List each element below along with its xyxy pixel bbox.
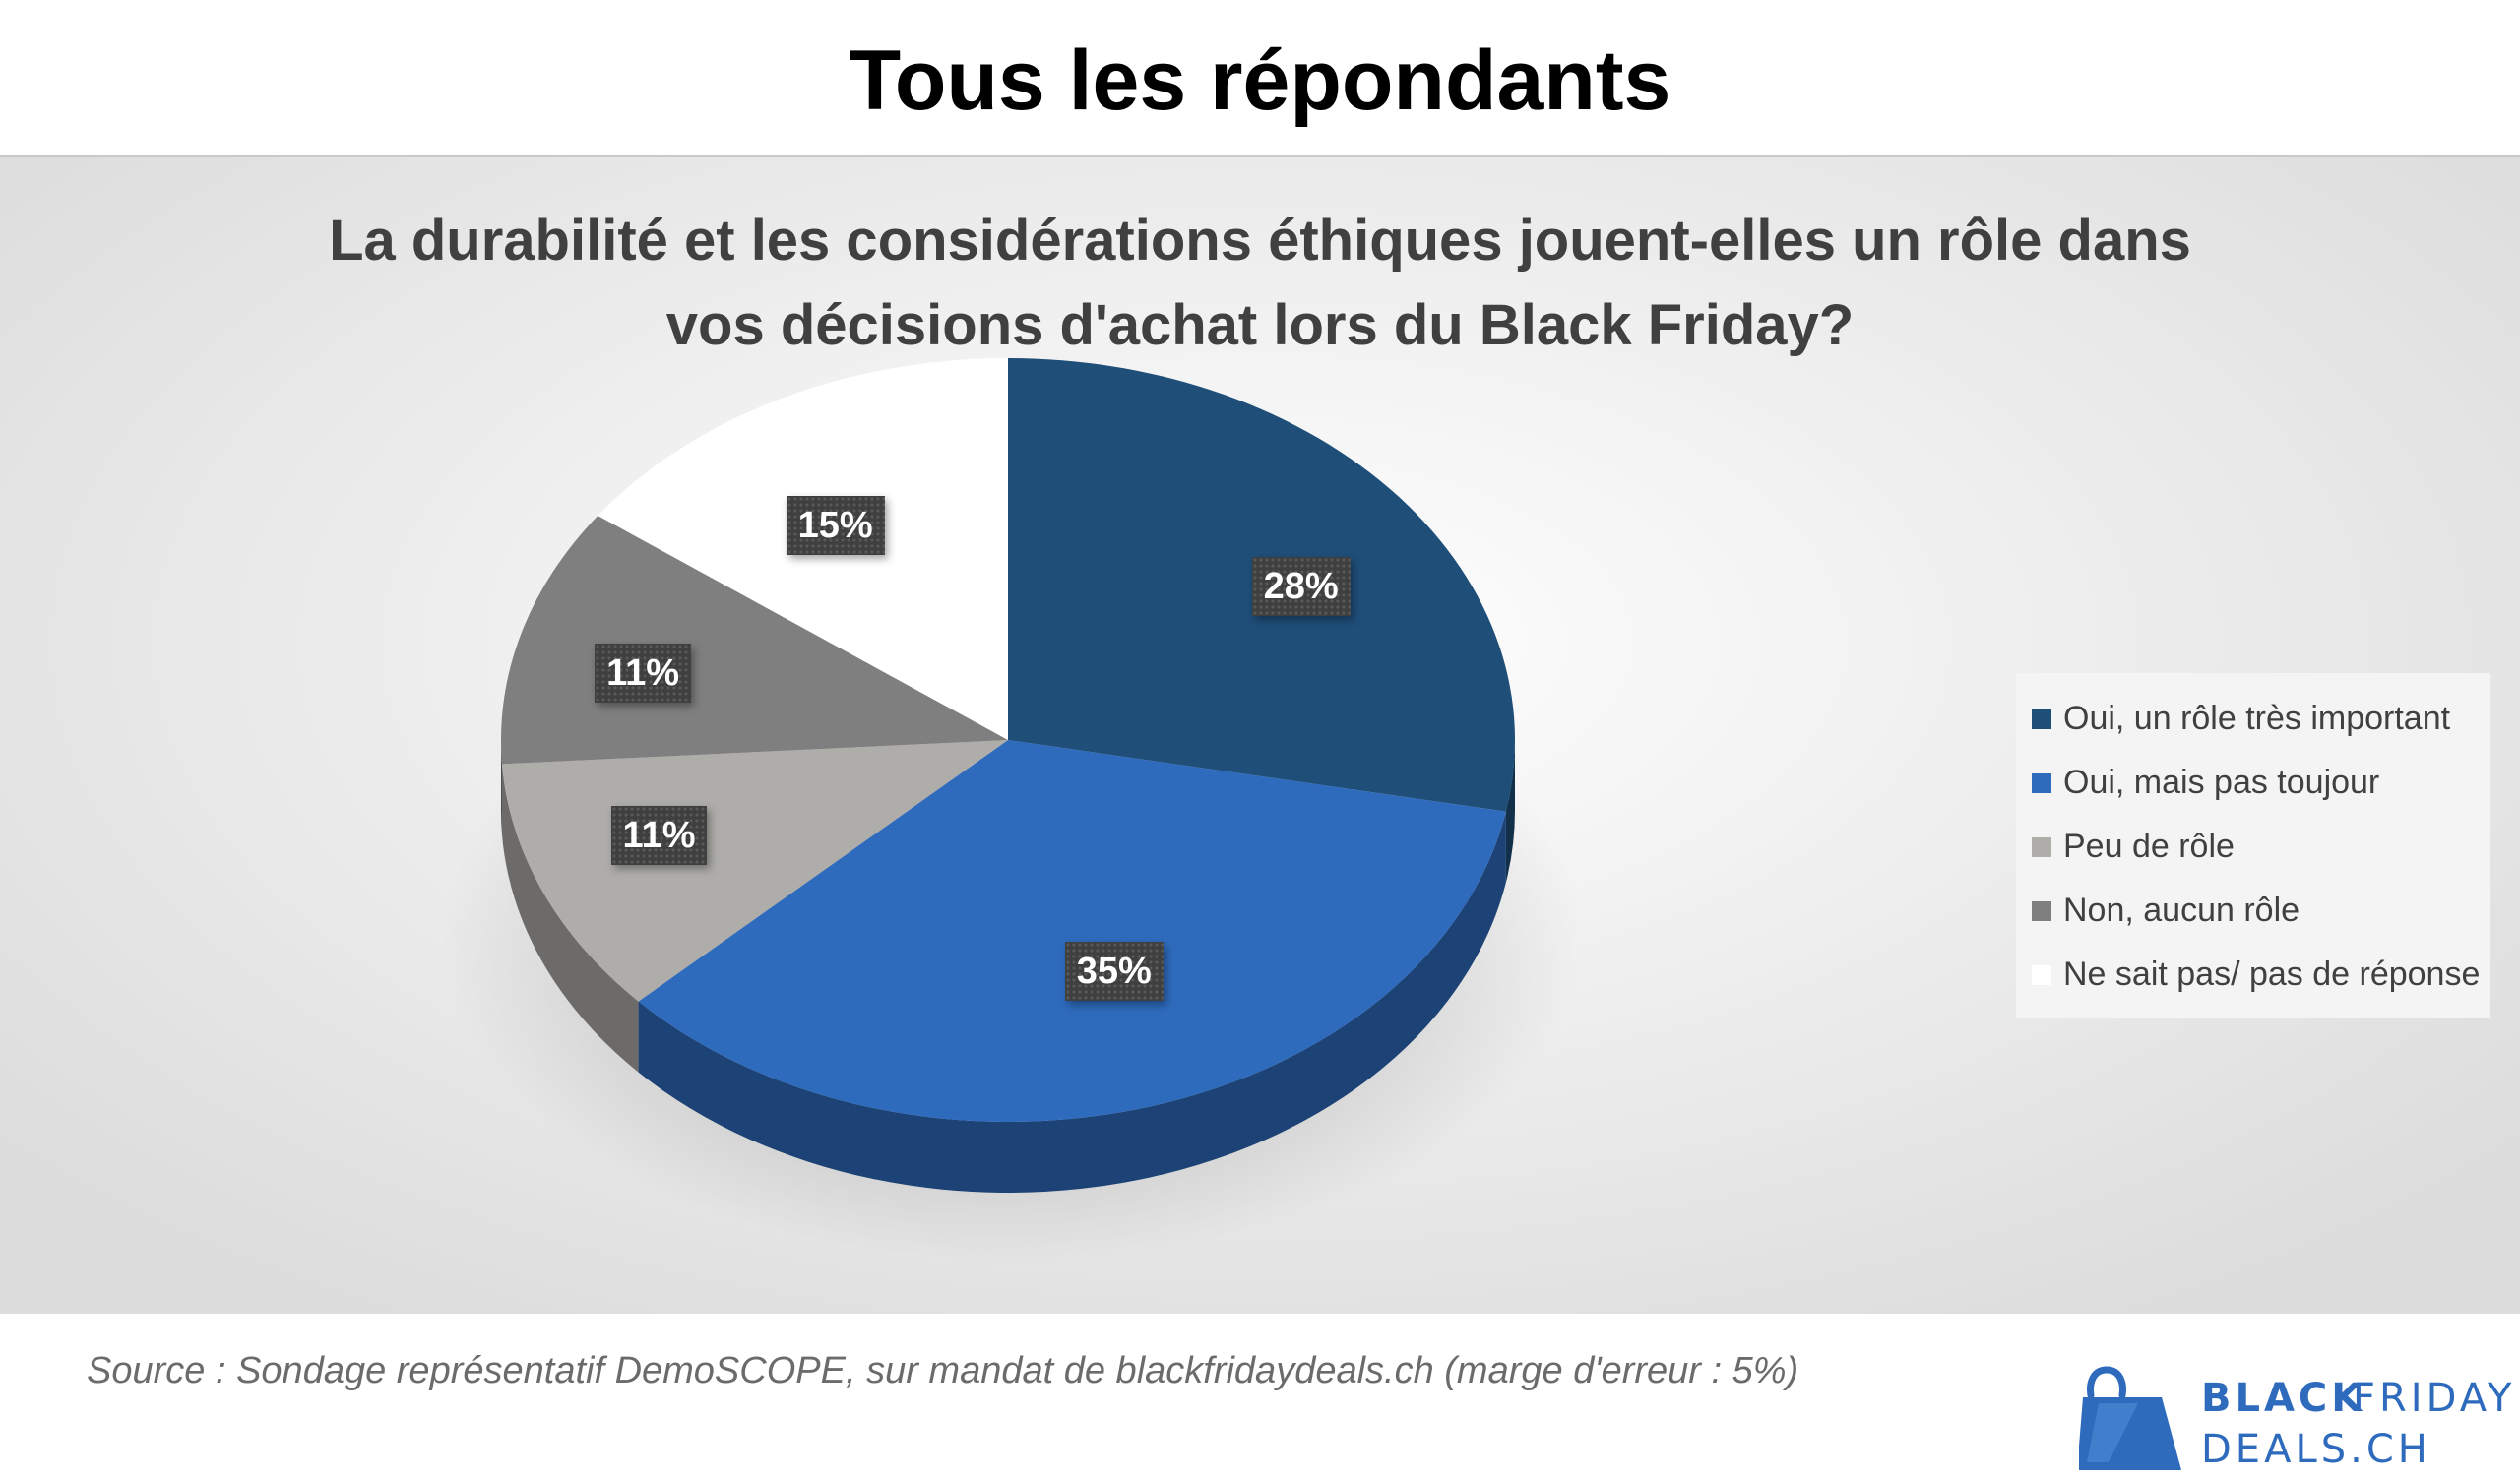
chart-panel: La durabilité et les considérations éthi… — [0, 155, 2520, 1314]
slice-side-aucun-role — [501, 740, 503, 835]
data-label-pas-toujour: 35% — [1064, 941, 1164, 1001]
legend-label: Peu de rôle — [2063, 828, 2235, 865]
logo-black: BLACK — [2201, 1376, 2365, 1421]
slice-peu-de-role[interactable] — [502, 740, 1008, 1002]
chart-title-line-1: La durabilité et les considérations éthi… — [329, 209, 2191, 273]
legend-swatch — [2032, 964, 2051, 985]
legend-label: Ne sait pas/ pas de réponse — [2063, 956, 2481, 993]
pie-sides — [501, 740, 1515, 1193]
slice-side-peu-de-role — [502, 764, 639, 1073]
slice-side-pas-toujour — [638, 811, 1506, 1193]
legend-label: Oui, mais pas toujour — [2063, 764, 2380, 801]
chart-title-line-2: vos décisions d'achat lors du Black Frid… — [665, 293, 1855, 357]
legend-swatch — [2032, 900, 2051, 921]
legend-item-pas-toujour: Oui, mais pas toujour — [2032, 751, 2479, 815]
data-label-peu-de-role: 11% — [610, 806, 708, 866]
legend-label: Non, aucun rôle — [2063, 892, 2300, 929]
chart-title: La durabilité et les considérations éthi… — [0, 199, 2520, 368]
blackfridaydeals-logo[interactable]: BLACK FRIDAY DEALS.CH — [2079, 1364, 2512, 1474]
legend-swatch — [2032, 836, 2051, 857]
legend-swatch — [2032, 709, 2051, 729]
source-note: Source : Sondage représentatif DemoSCOPE… — [87, 1350, 1799, 1391]
legend-item-tres-important: Oui, un rôle très important — [2032, 687, 2479, 751]
data-label-ne-sait-pas: 15% — [786, 496, 885, 556]
legend-item-ne-sait-pas: Ne sait pas/ pas de réponse — [2032, 943, 2481, 1007]
data-label-aucun-role: 11% — [595, 643, 692, 703]
legend-swatch — [2032, 772, 2051, 793]
data-label-tres-important: 28% — [1251, 557, 1351, 617]
shopping-bag-icon — [2079, 1366, 2181, 1470]
legend-label: Oui, un rôle très important — [2063, 700, 2451, 737]
logo-friday: FRIDAY — [2353, 1376, 2512, 1421]
pie-top — [500, 358, 1515, 1122]
page-title: Tous les répondants — [849, 33, 1671, 128]
slice-side-tres-important — [1505, 740, 1515, 883]
legend-item-aucun-role: Non, aucun rôle — [2032, 879, 2479, 943]
legend-item-peu-de-role: Peu de rôle — [2032, 815, 2479, 879]
legend: Oui, un rôle très important Oui, mais pa… — [2016, 673, 2490, 1018]
logo-deals: DEALS.CH — [2201, 1427, 2431, 1472]
slice-pas-toujour[interactable] — [638, 740, 1506, 1122]
